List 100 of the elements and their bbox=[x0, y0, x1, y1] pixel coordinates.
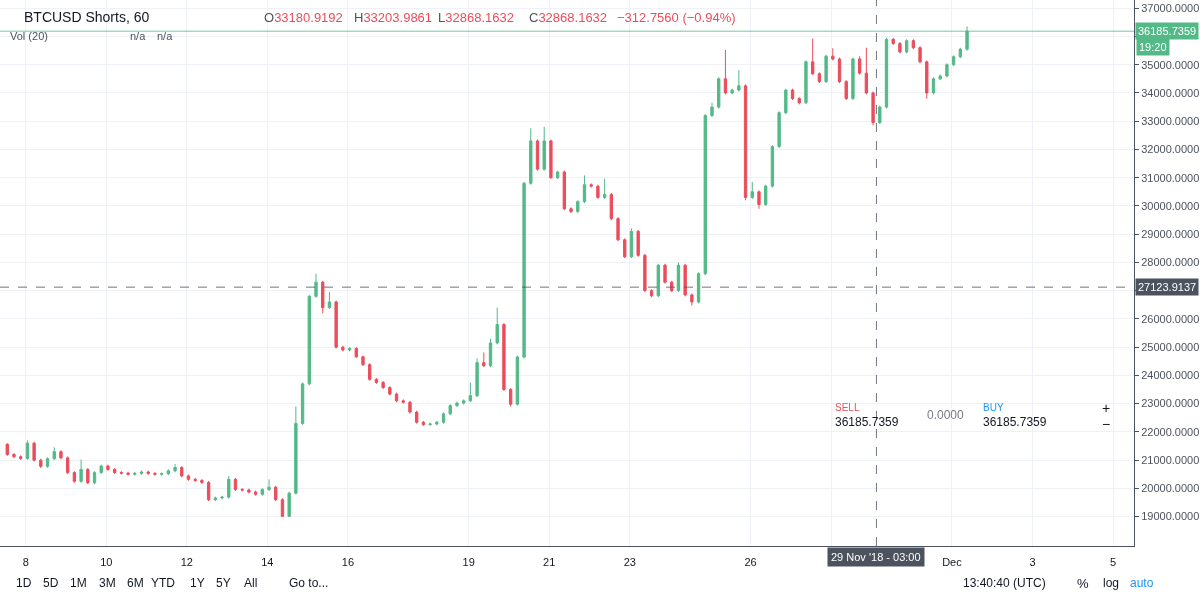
candlestick bbox=[925, 59, 929, 100]
candlestick bbox=[824, 54, 828, 84]
candlestick bbox=[66, 455, 70, 475]
candlestick bbox=[884, 37, 889, 109]
candlestick bbox=[240, 487, 244, 492]
annotation: n/a bbox=[157, 30, 174, 42]
candlestick bbox=[663, 263, 667, 285]
candlestick bbox=[696, 271, 701, 304]
y-tick-label: 32000.0000 bbox=[1141, 143, 1200, 156]
candlestick bbox=[173, 463, 177, 473]
y-tick-label: 31000.0000 bbox=[1141, 171, 1200, 184]
candlestick bbox=[602, 178, 607, 198]
candlestick bbox=[408, 400, 412, 415]
candlestick bbox=[5, 442, 9, 457]
candlestick bbox=[253, 491, 258, 497]
candlestick bbox=[52, 446, 56, 461]
candlestick bbox=[415, 410, 419, 425]
text: 19:20 bbox=[1139, 41, 1167, 53]
text: 6M bbox=[127, 576, 144, 590]
text: Go to... bbox=[289, 576, 329, 590]
candlestick bbox=[314, 273, 318, 299]
candlestick bbox=[649, 288, 654, 298]
candlestick bbox=[260, 487, 264, 497]
y-tick-label: 19000.0000 bbox=[1141, 510, 1200, 523]
annotation: + bbox=[1102, 400, 1111, 416]
candlestick bbox=[623, 237, 627, 259]
candlestick bbox=[388, 385, 392, 396]
candlestick bbox=[482, 352, 486, 368]
candlestick bbox=[354, 346, 358, 359]
ref-line-label: 29 Nov '18 - 03:00 bbox=[831, 551, 921, 563]
x-tick-label: 16 bbox=[341, 556, 355, 569]
y-tick-label: 34000.0000 bbox=[1141, 86, 1200, 99]
candlestick bbox=[59, 449, 63, 460]
candlestick bbox=[951, 54, 956, 67]
y-tick-label: 20000.0000 bbox=[1141, 482, 1200, 495]
candlestick bbox=[549, 139, 553, 180]
candlestick bbox=[945, 62, 949, 78]
candlestick bbox=[757, 189, 761, 210]
text: 1M bbox=[70, 576, 87, 590]
candlestick bbox=[220, 495, 224, 500]
candlestick bbox=[300, 381, 305, 426]
candlestick bbox=[461, 398, 466, 404]
candlestick bbox=[878, 105, 882, 125]
candlestick bbox=[126, 471, 130, 477]
candlestick bbox=[495, 307, 499, 345]
candlestick bbox=[764, 184, 768, 207]
candlestick bbox=[857, 55, 862, 76]
y-tick-label: 37000.0000 bbox=[1141, 2, 1200, 15]
candlestick bbox=[717, 76, 721, 109]
candlestick bbox=[166, 468, 171, 475]
candlestick bbox=[723, 49, 728, 95]
text: 13:40:40 (UTC) bbox=[963, 576, 1046, 590]
ref-line-label: 36185.7359 bbox=[1138, 25, 1197, 37]
candlestick bbox=[837, 57, 842, 84]
candlestick bbox=[562, 170, 567, 211]
candlestick bbox=[656, 263, 660, 298]
candlestick bbox=[703, 113, 707, 276]
candlestick bbox=[670, 280, 674, 293]
candlestick bbox=[750, 181, 754, 200]
candlestick bbox=[92, 470, 97, 485]
candlestick bbox=[851, 57, 855, 101]
x-tick-label: 5 bbox=[1109, 556, 1117, 569]
candlestick bbox=[139, 470, 144, 476]
candlestick bbox=[643, 253, 647, 293]
candlestick bbox=[683, 263, 687, 297]
annotation: L32868.1632 bbox=[438, 10, 514, 25]
candlestick bbox=[72, 470, 77, 484]
candlestick bbox=[294, 405, 298, 496]
candlestick bbox=[871, 91, 875, 126]
candlestick bbox=[475, 357, 479, 398]
candlestick bbox=[529, 127, 533, 186]
text: 1D bbox=[16, 576, 32, 590]
x-tick-label: 23 bbox=[623, 556, 636, 569]
text: auto bbox=[1130, 576, 1154, 590]
candlestick bbox=[844, 79, 848, 101]
candlestick bbox=[99, 464, 103, 475]
candlestick bbox=[32, 441, 36, 463]
x-tick-label: 14 bbox=[261, 556, 274, 569]
x-tick-label: Dec bbox=[942, 556, 963, 569]
candlestick bbox=[737, 69, 741, 93]
candlestick bbox=[401, 398, 405, 405]
candlestick bbox=[186, 474, 191, 482]
candlestick bbox=[911, 38, 916, 50]
text: 5Y bbox=[216, 576, 231, 590]
candlestick bbox=[200, 478, 204, 485]
candlestick bbox=[19, 454, 23, 461]
annotation: 36185.7359 bbox=[835, 415, 899, 429]
candlestick bbox=[508, 387, 513, 407]
candlestick bbox=[576, 199, 580, 214]
annotation: −312.7560 (−0.94%) bbox=[617, 10, 736, 25]
candlestick bbox=[784, 88, 788, 115]
annotation: − bbox=[1102, 416, 1111, 432]
text: BTCUSD Shorts, 60 bbox=[24, 8, 150, 25]
candlestick bbox=[213, 496, 218, 502]
candlestick bbox=[227, 475, 231, 500]
candlestick bbox=[428, 422, 432, 427]
candlestick bbox=[368, 362, 372, 382]
y-tick-label: 30000.0000 bbox=[1141, 199, 1200, 212]
y-tick-label: 29000.0000 bbox=[1141, 228, 1200, 241]
y-tick-label: 33000.0000 bbox=[1141, 115, 1200, 128]
